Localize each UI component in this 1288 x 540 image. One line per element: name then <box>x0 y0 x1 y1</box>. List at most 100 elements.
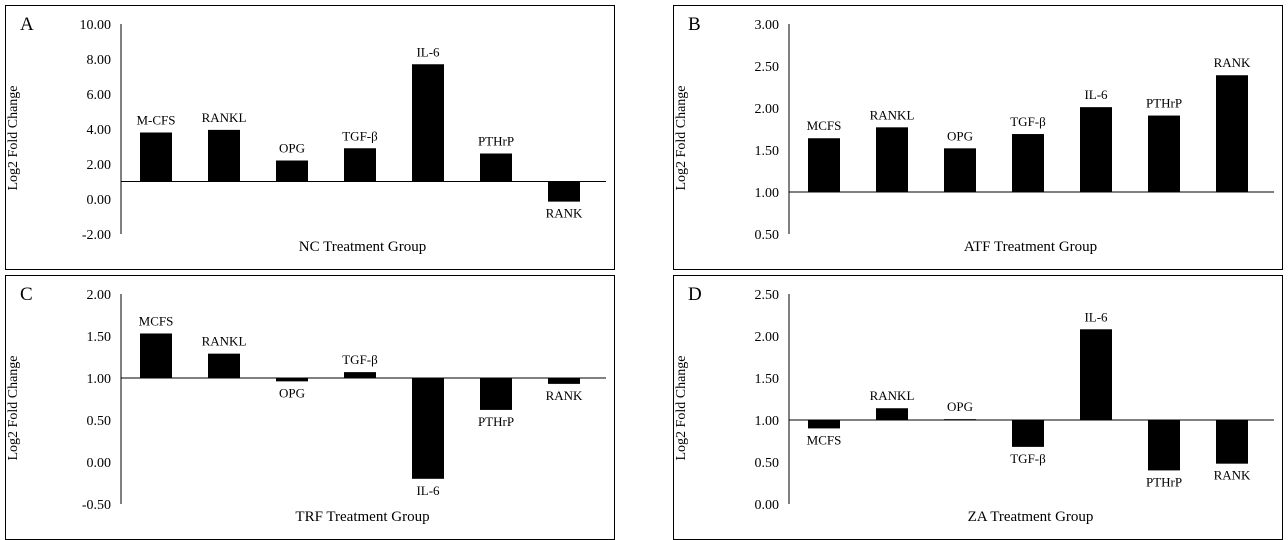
chart-panel-b: 3.00 2.50 2.00 1.50 1.00 0.50 MCFS RANKL OPG TGF-… <box>673 5 1283 270</box>
bar <box>876 408 908 420</box>
bar <box>1148 420 1180 471</box>
y-tick-label: -2.00 <box>82 228 111 243</box>
chart-svg-a: 10.00 8.00 6.00 4.00 2.00 0.00 -2.00 M-CFS RANKL… <box>80 18 606 243</box>
bar <box>808 138 840 192</box>
bar-label: IL-6 <box>1084 309 1108 324</box>
bar <box>548 181 580 202</box>
bar-label: IL-6 <box>1084 87 1108 102</box>
bar-label: PTHrP <box>1146 474 1182 489</box>
y-tick-label: 8.00 <box>87 53 112 68</box>
y-axis-label: Log2 Fold Change <box>6 355 21 461</box>
bar-label: RANK <box>1214 468 1251 483</box>
bar <box>412 378 444 479</box>
bar <box>1216 75 1248 192</box>
x-axis-label: TRF Treatment Group <box>295 509 430 525</box>
bar <box>808 420 840 429</box>
y-axis-label: Log2 Fold Change <box>674 355 689 461</box>
bar <box>1216 420 1248 464</box>
bar-label: RANKL <box>202 334 247 349</box>
bar <box>412 64 444 182</box>
bar-label: RANK <box>1214 55 1251 70</box>
y-tick-label: 0.00 <box>87 456 112 471</box>
bar-label: PTHrP <box>1146 96 1182 111</box>
y-tick-label: 1.00 <box>755 186 780 201</box>
x-axis-label: ZA Treatment Group <box>967 509 1094 525</box>
x-axis-label: NC Treatment Group <box>298 239 427 255</box>
y-tick-label: 2.00 <box>87 158 112 173</box>
bar <box>944 148 976 192</box>
y-tick-label: 1.50 <box>755 144 780 159</box>
y-tick-label: 1.50 <box>755 372 780 387</box>
bar-label: MCFS <box>807 432 842 447</box>
bar-label: PTHrP <box>478 414 514 429</box>
bar <box>344 372 376 378</box>
bar <box>876 127 908 192</box>
bar <box>1080 329 1112 420</box>
bar <box>1080 107 1112 192</box>
y-tick-label: 2.50 <box>755 60 780 75</box>
chart-svg-b: 3.00 2.50 2.00 1.50 1.00 0.50 MCFS RANKL OPG TGF-… <box>755 18 1274 243</box>
bar-label: RANK <box>546 206 583 221</box>
y-tick-label: 6.00 <box>87 88 112 103</box>
chart-panel-a: 10.00 8.00 6.00 4.00 2.00 0.00 -2.00 M-CFS RANKL… <box>5 5 615 270</box>
y-tick-label: 0.00 <box>755 498 780 513</box>
bar <box>276 378 308 382</box>
y-tick-label: 10.00 <box>80 18 112 33</box>
y-tick-label: 0.50 <box>755 228 780 243</box>
bar <box>480 153 512 182</box>
bar-label: TGF-β <box>342 352 378 367</box>
panel-letter: B <box>688 14 701 35</box>
y-tick-label: 0.50 <box>87 414 112 429</box>
panel-letter: A <box>20 14 34 35</box>
bar <box>1012 420 1044 447</box>
bar-label: RANKL <box>870 107 915 122</box>
bar <box>276 160 308 182</box>
bar-label: OPG <box>947 399 973 414</box>
bar-label: OPG <box>279 141 305 156</box>
bar-label: PTHrP <box>478 134 514 149</box>
y-tick-label: 1.00 <box>755 414 780 429</box>
y-tick-label: 2.00 <box>755 330 780 345</box>
bar <box>344 148 376 182</box>
y-tick-label: 0.50 <box>755 456 780 471</box>
bar-label: TGF-β <box>342 128 378 143</box>
bar <box>140 333 172 378</box>
bar-label: MCFS <box>139 313 174 328</box>
chart-panel-c: 2.00 1.50 1.00 0.50 0.00 -0.50 MCFS RANKL OPG TGF… <box>5 275 615 540</box>
bar-label: MCFS <box>807 118 842 133</box>
y-tick-label: 1.50 <box>87 330 112 345</box>
bar-label: OPG <box>279 385 305 400</box>
y-tick-label: 0.00 <box>87 193 112 208</box>
bar-label: TGF-β <box>1010 451 1046 466</box>
bar <box>1148 115 1180 192</box>
bar-label: RANKL <box>202 110 247 125</box>
bar <box>208 129 240 182</box>
bar-label: IL-6 <box>416 483 440 498</box>
bar-label: IL-6 <box>416 44 440 59</box>
y-axis-label: Log2 Fold Change <box>6 85 21 191</box>
y-axis-label: Log2 Fold Change <box>674 85 689 191</box>
y-tick-label: 2.50 <box>755 288 780 303</box>
panel-letter: C <box>20 284 33 305</box>
y-tick-label: 3.00 <box>755 18 780 33</box>
bar <box>140 132 172 182</box>
y-tick-label: 4.00 <box>87 123 112 138</box>
y-tick-label: 2.00 <box>87 288 112 303</box>
y-tick-label: -0.50 <box>82 498 111 513</box>
chart-svg-c: 2.00 1.50 1.00 0.50 0.00 -0.50 MCFS RANKL OPG TGF… <box>82 288 606 513</box>
bar-label: OPG <box>947 128 973 143</box>
chart-panel-d: 2.50 2.00 1.50 1.00 0.50 0.00 MCFS RANKL OPG TGF-… <box>673 275 1283 540</box>
bar <box>548 378 580 384</box>
bar <box>208 353 240 378</box>
panel-letter: D <box>688 284 702 305</box>
bar-label: TGF-β <box>1010 114 1046 129</box>
bar-label: RANK <box>546 388 583 403</box>
bar <box>1012 134 1044 192</box>
bar <box>480 378 512 410</box>
bar-label: M-CFS <box>136 113 175 128</box>
x-axis-label: ATF Treatment Group <box>963 239 1098 255</box>
bar-label: RANKL <box>870 388 915 403</box>
chart-svg-d: 2.50 2.00 1.50 1.00 0.50 0.00 MCFS RANKL OPG TGF-… <box>755 288 1274 513</box>
y-tick-label: 2.00 <box>755 102 780 117</box>
y-tick-label: 1.00 <box>87 372 112 387</box>
